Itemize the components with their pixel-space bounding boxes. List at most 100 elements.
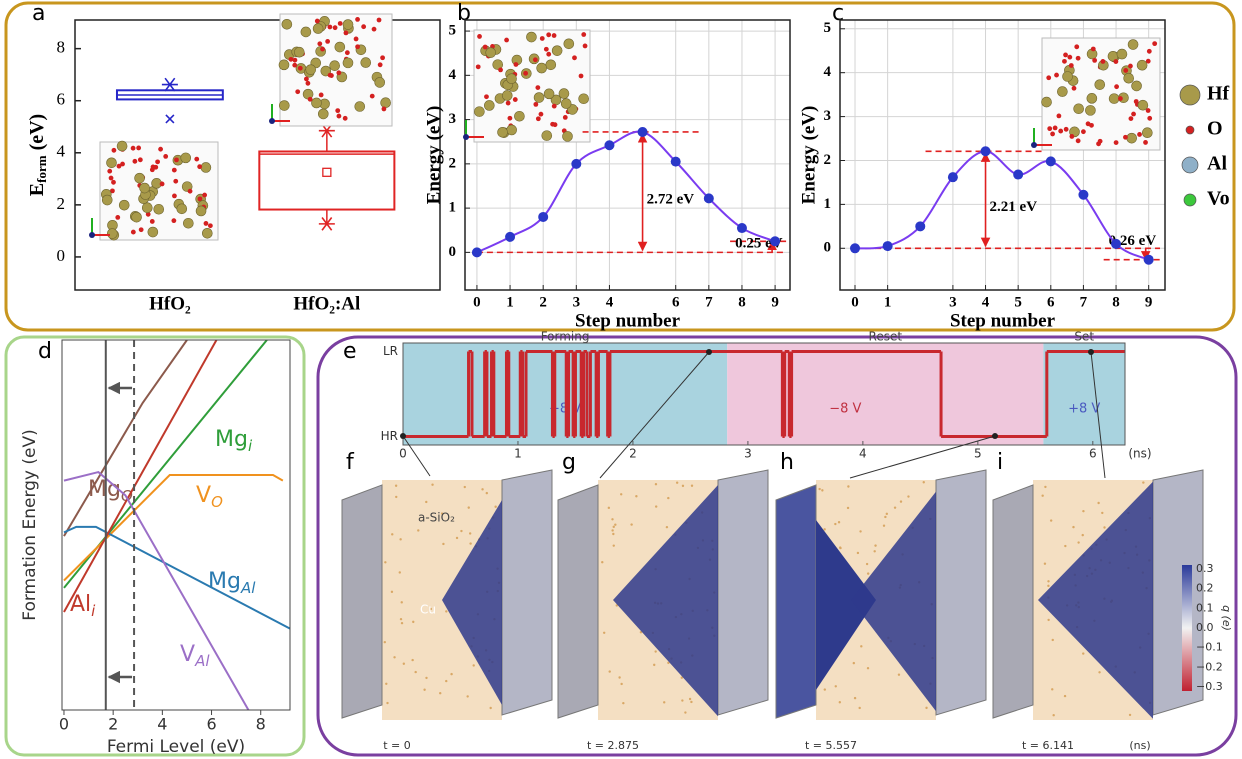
x-tick-label: 4 [157,715,167,734]
atom [183,217,194,229]
x-tick-label: 9 [1145,294,1153,310]
atom [1085,105,1096,116]
atom [1092,57,1098,63]
region [727,343,1044,445]
medium-dot [431,483,434,486]
y-tick-label: 3 [824,108,832,124]
medium-dot [391,533,394,536]
medium-dot [414,670,417,674]
medium-dot [425,500,428,504]
atom [377,62,383,68]
medium-dot [885,512,889,516]
panel-border [4,1,1236,332]
atom [106,228,118,239]
atom [497,126,508,138]
medium-dot [846,506,850,510]
atom [551,103,557,109]
atom [173,178,179,184]
medium-dot [445,610,448,613]
atom [1114,84,1119,90]
atom [336,70,342,76]
medium-dot [654,650,657,653]
medium-dot [834,522,837,526]
electrode [775,484,817,719]
atom [342,57,354,69]
medium-dot [440,512,444,515]
atom [171,167,177,173]
region [1043,343,1125,445]
atom [578,73,584,79]
medium-dot [1098,671,1101,674]
colorbar-tick-label: 0.1 [1196,601,1214,614]
y-axis-label: Formation Energy (eV) [20,429,40,620]
atom [180,152,192,164]
annotation: 2.21 eV [990,199,1038,215]
atom [281,19,293,30]
atom [149,219,155,224]
x-tick-label: HfO₂ [149,293,191,314]
connector-dot [400,433,406,439]
x-axis-label: Fermi Level (eV) [107,737,245,757]
series-label: MgO [88,477,133,505]
atom [314,18,320,24]
medium-dot [1052,713,1055,717]
colorbar-tick-label: 0.3 [1196,562,1214,575]
medium-dot [690,484,694,487]
atom [1081,129,1086,135]
atom [110,188,115,194]
legend-label: O [1207,118,1223,140]
y-tick-label: 5 [824,20,832,36]
atom [305,80,311,86]
atom [147,226,159,238]
medium-dot [907,495,910,498]
connector-dot [992,433,998,439]
point [882,241,893,252]
atom [1058,128,1064,134]
y-tick-label: 6 [57,90,66,109]
atom [1123,72,1134,84]
atom [355,44,361,50]
atom [376,17,382,23]
atom [538,111,544,117]
series-label-sub: Al [194,652,210,670]
medium-dot [468,532,472,535]
series-label: VAl [180,642,210,670]
x-tick-label: 6 [206,715,216,734]
x-tick-label: 1 [506,294,514,310]
medium-dot [455,536,459,540]
region-name: Forming [541,330,590,344]
atom [139,182,150,194]
medium-dot [494,505,497,508]
atom [523,70,529,76]
energy-curve [476,130,776,254]
x-tick-label: 0 [851,294,859,310]
medium-dot [1103,526,1106,529]
atom [311,97,322,109]
atom [1152,41,1158,47]
atom [1056,113,1062,119]
atom [134,172,145,184]
series-line [63,470,250,710]
medium-dot [1041,494,1044,497]
medium-dot [423,688,426,691]
connector-dot [1088,349,1094,355]
medium-dot [390,590,394,594]
atom [327,72,333,78]
legend-label: Vo [1207,188,1230,210]
medium-dot [612,532,615,536]
x-tick-label: 6 [672,294,680,310]
atom [380,97,391,109]
medium-dot [690,700,693,704]
medium-dot [1049,519,1053,522]
atom [498,67,503,73]
atom [507,115,513,121]
atom [1131,111,1136,117]
medium-dot [680,676,684,679]
atom [1041,96,1052,108]
medium-dot [485,491,489,495]
atom [1116,48,1128,60]
filament [613,485,718,717]
atom [533,101,539,107]
plot-frame [61,339,291,711]
